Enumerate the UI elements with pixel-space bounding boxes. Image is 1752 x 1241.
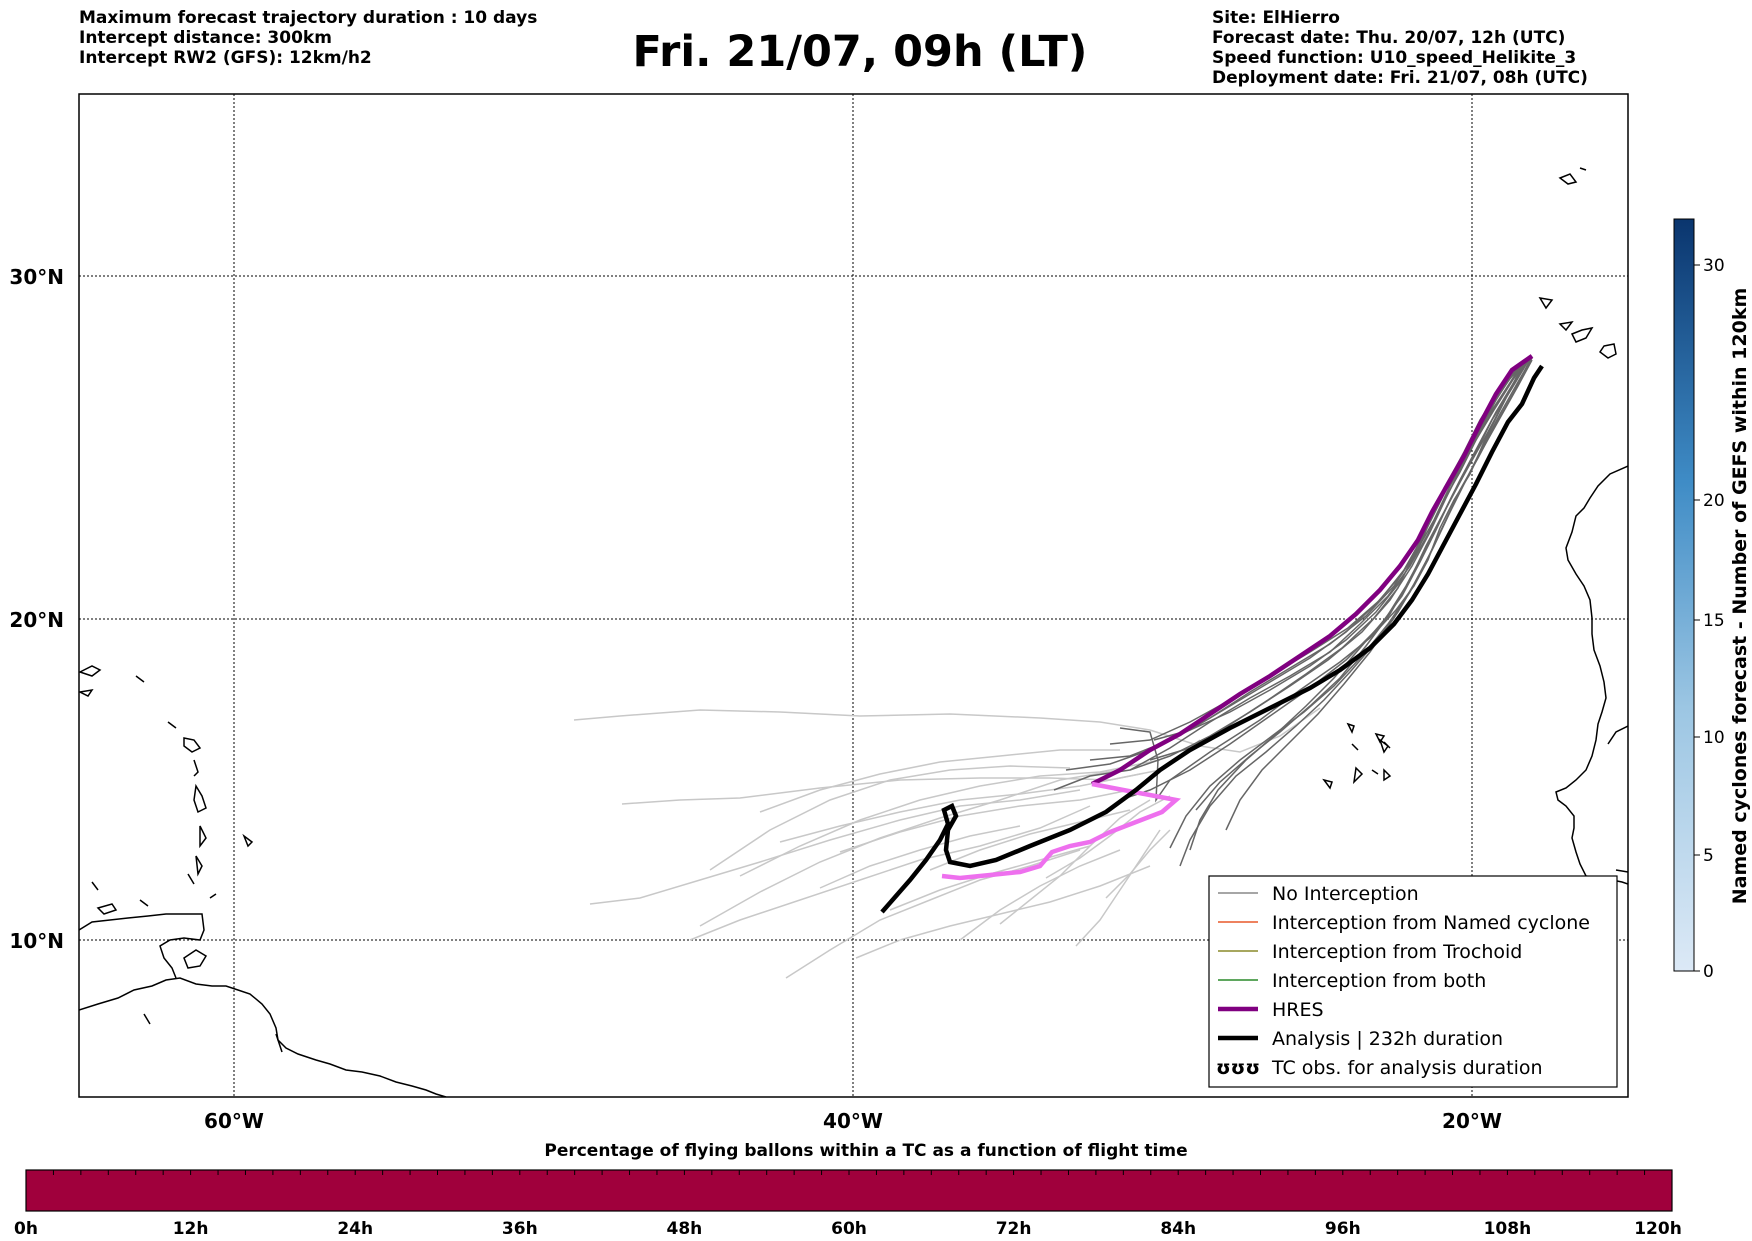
colorbar-bottom-tick: 108h (1484, 1219, 1532, 1239)
lon-label-40w: 40°W (823, 1109, 883, 1133)
colorbar-right-gradient (1673, 218, 1695, 972)
trajectory-no-interception (1129, 355, 1531, 771)
header-right-info: Site: ElHierro Forecast date: Thu. 20/07… (1212, 8, 1588, 88)
map-frame (78, 93, 1629, 1098)
trajectory-no-interception (1045, 795, 1171, 879)
legend-label-no-interception: No Interception (1272, 883, 1419, 905)
coast-south-america (79, 977, 447, 1097)
trajectory-no-interception (739, 759, 1161, 877)
trajectory-no-interception (1109, 359, 1527, 745)
trajectory-no-interception (785, 849, 1081, 979)
lon-label-60w: 60°W (204, 1109, 264, 1133)
header-intercept-distance: Intercept distance: 300km (79, 28, 332, 48)
legend: No Interception Interception from Named … (1208, 875, 1618, 1088)
trajectory-no-interception (689, 805, 1091, 941)
colorbar-bottom-tick: 0h (14, 1219, 38, 1239)
colorbar-bottom-tick: 72h (996, 1219, 1032, 1239)
colorbar-right-label: Named cyclones forecast - Number of GEFS… (1729, 288, 1751, 905)
longitude-labels: 60°W 40°W 20°W (204, 1109, 1502, 1133)
trajectory-no-interception (1195, 357, 1531, 811)
coast-caribbean (79, 913, 205, 979)
graticule (79, 94, 1628, 1097)
legend-label-tc-obs: TC obs. for analysis duration (1271, 1057, 1543, 1079)
trajectory-no-interception (839, 789, 1131, 853)
legend-label-hres: HRES (1272, 999, 1324, 1021)
colorbar-bottom-title: Percentage of flying ballons within a TC… (544, 1141, 1187, 1161)
trajectory-no-interception (929, 809, 1131, 871)
trajectory-no-interception (819, 825, 1021, 889)
header-site: Site: ElHierro (1212, 8, 1340, 28)
trajectory-hres (1090, 354, 1534, 787)
trajectory-no-interception (855, 865, 1151, 959)
trajectory-no-interception (709, 765, 1071, 871)
coast-cape-verde (1322, 722, 1392, 790)
trajectory-no-interception (699, 769, 1121, 927)
trajectory-no-interception (573, 707, 1321, 753)
trajectory-no-interception (889, 845, 1091, 911)
colorbar-bottom-tick: 84h (1160, 1219, 1196, 1239)
trajectory-no-interception (779, 773, 1141, 843)
header-duration: Maximum forecast trajectory duration : 1… (79, 8, 538, 28)
lat-label-30n: 30°N (9, 265, 64, 289)
colorbar-right-tick: 15 (1703, 611, 1725, 631)
coastlines (79, 167, 1628, 1097)
trajectory-no-interception (1149, 369, 1517, 761)
legend-tc-symbol-icon: ʊʊʊ (1216, 1057, 1260, 1079)
colorbar-right-tick: 20 (1703, 491, 1725, 511)
header-deployment-date: Deployment date: Fri. 21/07, 08h (UTC) (1212, 68, 1588, 88)
page-title: Fri. 21/07, 09h (LT) (632, 27, 1088, 77)
header-intercept-rw2: Intercept RW2 (GFS): 12km/h2 (79, 48, 372, 68)
legend-box (1208, 875, 1618, 1088)
colorbar-bottom: Percentage of flying ballons within a TC… (14, 1141, 1682, 1239)
trajectory-no-interception (999, 799, 1151, 925)
trajectory-no-interception (959, 849, 1121, 941)
lat-label-20n: 20°N (9, 608, 64, 632)
trajectory-no-interception (1153, 355, 1533, 741)
trajectory-analysis (880, 364, 1544, 914)
coast-africa-west (1607, 725, 1628, 873)
trajectory-hres-tail (941, 781, 1182, 881)
coast-lesser-antilles (79, 665, 283, 1053)
trajectory-no-interception (1075, 829, 1161, 947)
colorbar-bottom-tick: 120h (1634, 1219, 1682, 1239)
trajectory-no-interception (1119, 367, 1525, 801)
header-speed-function: Speed function: U10_speed_Helikite_3 (1212, 48, 1577, 68)
colorbar-right: 0 5 10 15 20 30 Named cyclones forecast … (1673, 218, 1751, 982)
trajectory-no-interception (589, 789, 1081, 905)
latitude-labels: 30°N 20°N 10°N (9, 265, 64, 953)
colorbar-bottom-tick: 36h (502, 1219, 538, 1239)
colorbar-bottom-bar (25, 1169, 1673, 1212)
colorbar-bottom-tick: 12h (173, 1219, 209, 1239)
trajectory-no-interception (1089, 363, 1523, 761)
trajectory-no-interception (759, 749, 1120, 813)
header-forecast-date: Forecast date: Thu. 20/07, 12h (UTC) (1212, 28, 1566, 48)
colorbar-right-tick: 5 (1703, 846, 1714, 866)
coast-trinidad (183, 949, 208, 969)
lon-label-20w: 20°W (1442, 1109, 1502, 1133)
colorbar-right-tick: 0 (1703, 962, 1714, 982)
coast-madeira (1558, 167, 1587, 185)
trajectory-no-interception (1225, 359, 1533, 831)
legend-label-both: Interception from both (1272, 970, 1486, 992)
colorbar-bottom-tick: 24h (337, 1219, 373, 1239)
colorbar-bottom-tick: 48h (667, 1219, 703, 1239)
header-left-info: Maximum forecast trajectory duration : 1… (79, 8, 537, 68)
trajectory-no-interception (1053, 355, 1531, 791)
lat-label-10n: 10°N (9, 929, 64, 953)
trajectory-no-interception (1105, 829, 1171, 899)
coast-africa (1555, 465, 1628, 885)
legend-label-trochoid: Interception from Trochoid (1272, 941, 1522, 963)
legend-label-named-cyclone: Interception from Named cyclone (1272, 912, 1590, 934)
coast-canary-islands (1538, 296, 1617, 359)
trajectory-no-interception (1065, 361, 1527, 771)
colorbar-right-tick: 30 (1703, 256, 1725, 276)
colorbar-right-tick: 10 (1703, 728, 1725, 748)
colorbar-bottom-tick: 60h (831, 1219, 867, 1239)
legend-label-analysis: Analysis | 232h duration (1272, 1028, 1503, 1050)
colorbar-bottom-tick: 96h (1325, 1219, 1361, 1239)
